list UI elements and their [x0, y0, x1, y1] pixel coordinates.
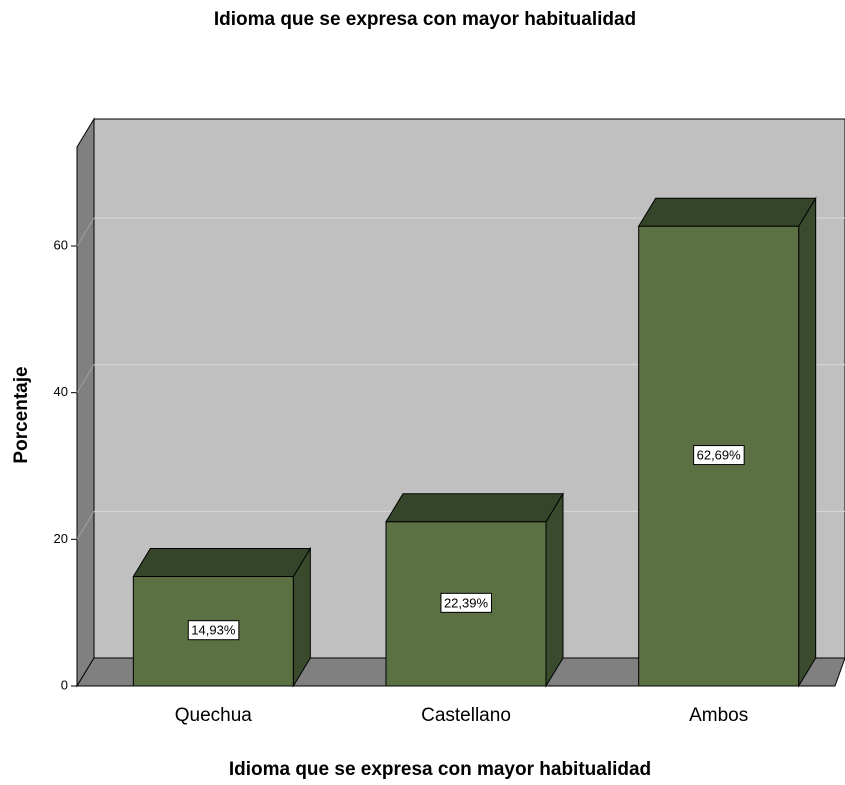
- chart-title: Idioma que se expresa con mayor habitual…: [214, 9, 636, 30]
- value-label: 22,39%: [444, 595, 489, 610]
- value-label-box: [440, 592, 492, 613]
- bar-top: [385, 493, 564, 523]
- value-label: 14,93%: [191, 623, 236, 638]
- bar-side: [798, 196, 817, 688]
- y-axis-title: Porcentaje: [11, 366, 32, 463]
- bar-top: [637, 197, 817, 227]
- y-tick-label: 0: [61, 677, 68, 692]
- x-axis-title: Idioma que se expresa con mayor habitual…: [229, 759, 651, 780]
- grid-line: [76, 511, 95, 540]
- value-label-box: [693, 445, 745, 466]
- y-tick-label: 40: [54, 384, 68, 399]
- grid-line: [76, 364, 95, 393]
- bar-side: [545, 492, 564, 688]
- value-label-box: [187, 620, 240, 641]
- x-tick-label: Castellano: [421, 705, 511, 726]
- grid-line: [76, 217, 95, 247]
- y-tick-label: 20: [54, 531, 68, 546]
- bar-top: [132, 548, 312, 578]
- value-label: 62,69%: [697, 448, 742, 463]
- x-tick-label: Quechua: [175, 705, 253, 726]
- y-tick-label: 60: [54, 237, 68, 252]
- x-tick-label: Ambos: [689, 705, 748, 726]
- left-wall: [76, 117, 95, 688]
